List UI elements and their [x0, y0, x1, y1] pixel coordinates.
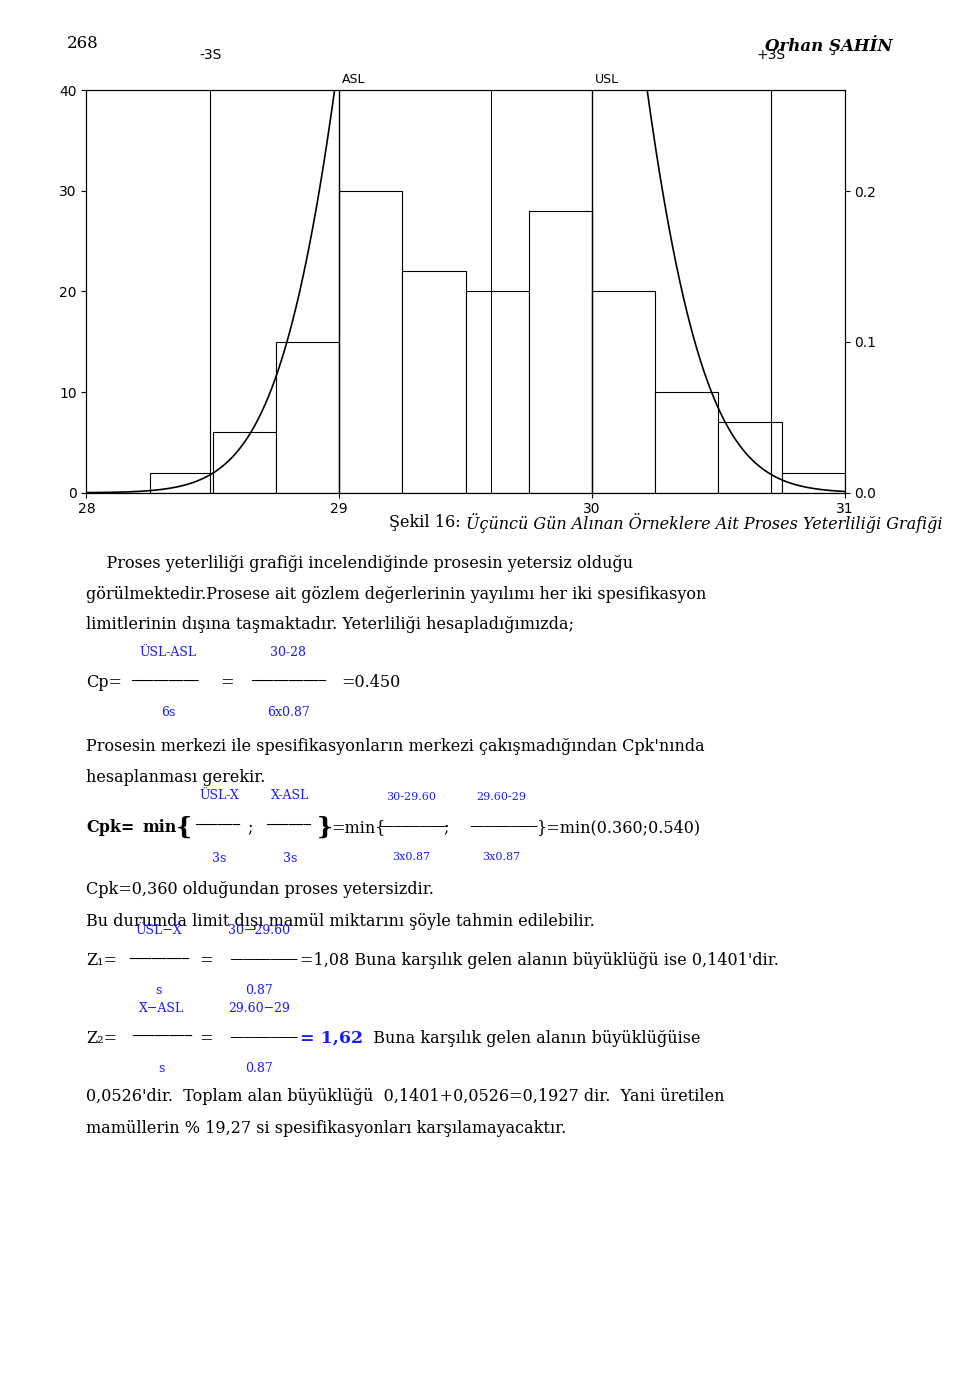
Text: ────────: ────────: [132, 1030, 192, 1044]
Text: =0.450: =0.450: [341, 675, 400, 691]
Text: ──────────: ──────────: [230, 1031, 298, 1042]
Text: +3S: +3S: [756, 49, 786, 62]
Text: ÜSL−X̄: ÜSL−X̄: [135, 924, 181, 937]
Text: s: s: [156, 984, 161, 997]
Text: ;: ;: [248, 819, 253, 836]
Text: 0.87: 0.87: [246, 984, 273, 997]
Bar: [213, 433, 276, 493]
Text: ──────: ──────: [195, 819, 240, 833]
Text: USL: USL: [594, 74, 618, 86]
Text: Cpk=0,360 olduğundan proses yetersizdir.: Cpk=0,360 olduğundan proses yetersizdir.: [86, 881, 434, 898]
Text: Üçüncü Gün Alınan Örneklere Ait Proses Yeterliliği Grafiği: Üçüncü Gün Alınan Örneklere Ait Proses Y…: [466, 514, 942, 533]
Text: 0,0526'dir.  Toplam alan büyüklüğü  0,1401+0,0526=0,1927 dir.  Yani üretilen: 0,0526'dir. Toplam alan büyüklüğü 0,1401…: [86, 1088, 725, 1105]
Text: 6s: 6s: [161, 706, 175, 719]
Text: limitlerinin dışına taşmaktadır. Yeterliliği hesapladığımızda;: limitlerinin dışına taşmaktadır. Yeterli…: [86, 616, 574, 633]
Text: ──────────: ──────────: [252, 675, 326, 688]
Text: ──────────: ──────────: [230, 954, 298, 965]
Text: min: min: [142, 819, 177, 836]
Text: Z₂=: Z₂=: [86, 1030, 117, 1047]
Bar: [718, 422, 781, 493]
Text: Proses yeterliliği grafiği incelendiğinde prosesin yetersiz olduğu: Proses yeterliliği grafiği incelendiğind…: [86, 555, 634, 572]
Text: hesaplanması gerekir.: hesaplanması gerekir.: [86, 769, 266, 786]
Text: 0.87: 0.87: [246, 1062, 273, 1074]
Text: }: }: [317, 815, 333, 840]
Text: 3s: 3s: [283, 852, 297, 865]
Text: ASL: ASL: [342, 74, 365, 86]
Text: -3S: -3S: [199, 49, 222, 62]
Text: 30−29.60: 30−29.60: [228, 924, 290, 937]
Text: Şekil 16:: Şekil 16:: [389, 514, 466, 530]
Text: Cp=: Cp=: [86, 675, 123, 691]
Text: 30-29.60: 30-29.60: [386, 793, 436, 802]
Bar: [150, 473, 213, 493]
Bar: [781, 473, 845, 493]
Text: ─────────: ─────────: [132, 675, 199, 688]
Text: 30-28: 30-28: [270, 647, 306, 659]
Text: =: =: [216, 675, 240, 691]
Text: Buna karşılık gelen alanın büyüklüğüise: Buna karşılık gelen alanın büyüklüğüise: [363, 1030, 701, 1047]
Text: =1,08 Buna karşılık gelen alanın büyüklüğü ise 0,1401'dir.: =1,08 Buna karşılık gelen alanın büyüklü…: [300, 952, 779, 969]
Text: 29.60−29: 29.60−29: [228, 1002, 290, 1015]
Text: ÜSL-X: ÜSL-X: [199, 790, 239, 802]
Text: 3x0.87: 3x0.87: [482, 852, 520, 862]
Text: ÜSL-ASL: ÜSL-ASL: [139, 647, 197, 659]
Text: 29.60-29: 29.60-29: [476, 793, 526, 802]
Bar: [656, 393, 718, 493]
Text: ;: ;: [444, 819, 449, 836]
Text: 6x0.87: 6x0.87: [267, 706, 309, 719]
Text: ──────────: ──────────: [380, 820, 447, 831]
Text: =min{: =min{: [331, 819, 386, 836]
Text: ──────: ──────: [266, 819, 311, 833]
Text: = 1,62: = 1,62: [300, 1030, 363, 1047]
Bar: [529, 211, 592, 493]
Text: {: {: [176, 815, 192, 840]
Bar: [402, 272, 466, 493]
Text: mamüllerin % 19,27 si spesifikasyonları karşılamayacaktır.: mamüllerin % 19,27 si spesifikasyonları …: [86, 1120, 566, 1137]
Text: }=min(0.360;0.540): }=min(0.360;0.540): [536, 819, 700, 836]
Text: 268: 268: [67, 35, 99, 51]
Bar: [276, 341, 339, 493]
Text: Orhan ŞAHİN: Orhan ŞAHİN: [765, 35, 893, 54]
Text: Prosesin merkezi ile spesifikasyonların merkezi çakışmadığından Cpk'nında: Prosesin merkezi ile spesifikasyonların …: [86, 738, 705, 755]
Text: 3x0.87: 3x0.87: [392, 852, 430, 862]
Text: Bu durumda limit dışı mamül miktarını şöyle tahmin edilebilir.: Bu durumda limit dışı mamül miktarını şö…: [86, 913, 595, 930]
Bar: [592, 291, 655, 493]
Bar: [466, 291, 529, 493]
Text: görülmektedir.Prosese ait gözlem değerlerinin yayılımı her iki spesifikasyon: görülmektedir.Prosese ait gözlem değerle…: [86, 586, 707, 602]
Text: Cpk=: Cpk=: [86, 819, 134, 836]
Bar: [339, 192, 402, 493]
Text: s: s: [158, 1062, 164, 1074]
Text: =: =: [195, 1030, 219, 1047]
Text: Z₁=: Z₁=: [86, 952, 117, 969]
Text: ────────: ────────: [130, 952, 190, 966]
Text: X-ASL: X-ASL: [271, 790, 309, 802]
Text: =: =: [195, 952, 219, 969]
Text: ──────────: ──────────: [470, 820, 538, 831]
Text: X̄−ASL: X̄−ASL: [138, 1002, 184, 1015]
Text: 3s: 3s: [212, 852, 226, 865]
